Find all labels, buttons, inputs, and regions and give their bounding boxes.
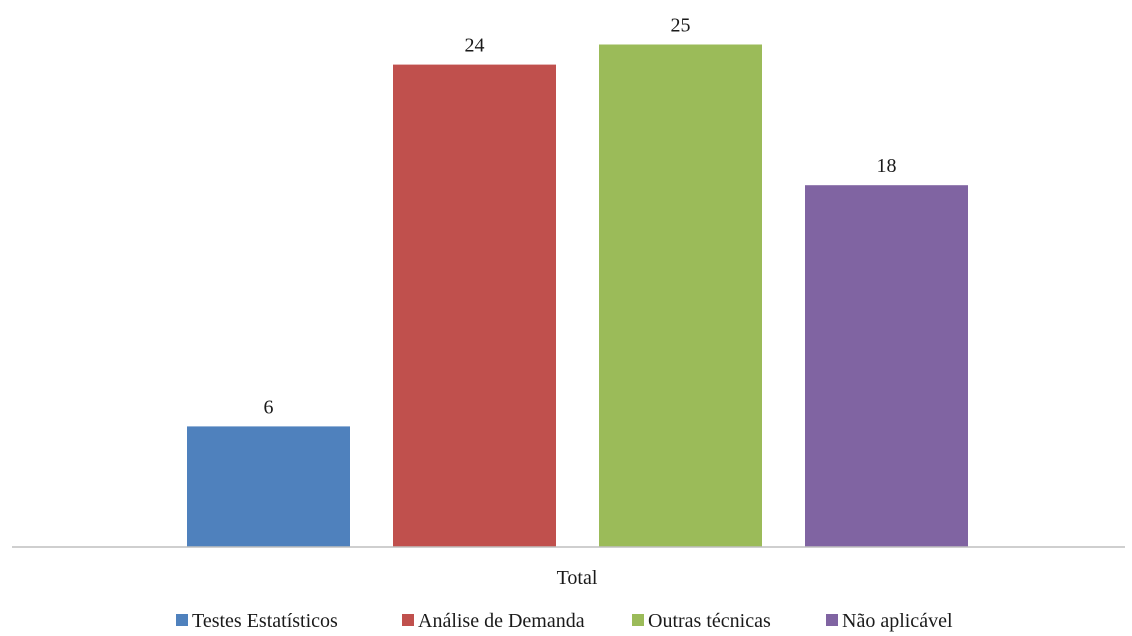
data-label-2: 24 xyxy=(465,35,485,57)
bars-layer xyxy=(187,44,968,547)
legend-label: Testes Estatísticos xyxy=(192,610,338,632)
bar-3 xyxy=(599,44,762,547)
legend-item-3: Outras técnicas xyxy=(632,610,771,632)
bar-4 xyxy=(805,185,968,547)
category-label: Total xyxy=(557,567,598,589)
legend-label: Outras técnicas xyxy=(648,610,771,632)
data-labels-layer: 6 24 25 18 xyxy=(264,15,897,419)
legend-label: Não aplicável xyxy=(842,610,953,632)
legend: Testes Estatísticos Análise de Demanda Out… xyxy=(176,610,953,632)
legend-swatch xyxy=(632,614,644,626)
legend-swatch xyxy=(826,614,838,626)
legend-swatch xyxy=(176,614,188,626)
legend-label: Análise de Demanda xyxy=(418,610,585,632)
data-label-3: 25 xyxy=(671,15,691,37)
bar-2 xyxy=(393,64,556,547)
legend-item-2: Análise de Demanda xyxy=(402,610,585,632)
legend-item-4: Não aplicável xyxy=(826,610,953,632)
data-label-4: 18 xyxy=(877,155,897,177)
bar-1 xyxy=(187,426,350,547)
legend-swatch xyxy=(402,614,414,626)
data-label-1: 6 xyxy=(264,396,274,418)
legend-item-1: Testes Estatísticos xyxy=(176,610,338,632)
